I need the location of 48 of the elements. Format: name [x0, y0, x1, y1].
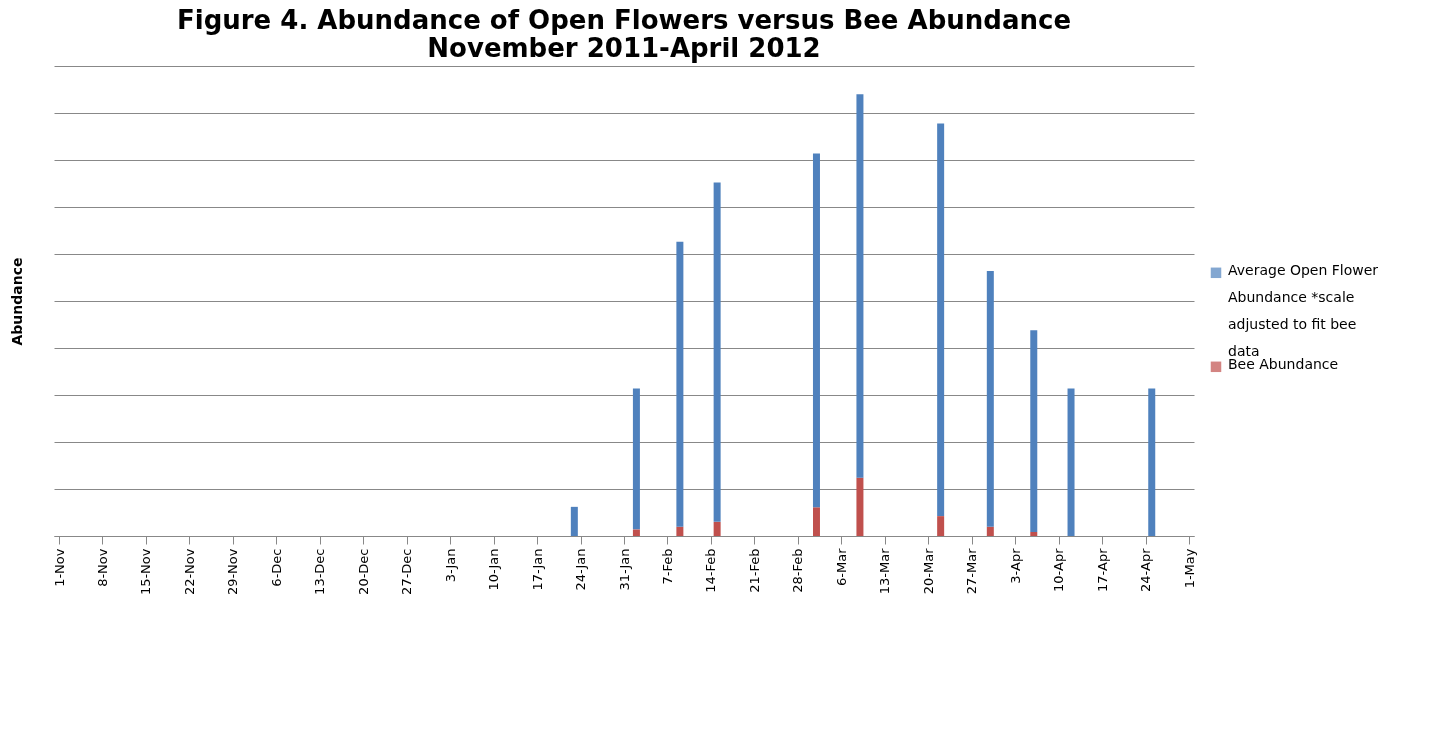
bar	[937, 516, 945, 536]
bar	[937, 123, 945, 517]
x-tick-label: 15-Nov	[138, 548, 154, 596]
x-tick-label: 22-Nov	[181, 548, 197, 596]
bar	[676, 526, 684, 536]
x-tick-label: 13-Dec	[312, 548, 328, 595]
bar	[1148, 388, 1156, 536]
bar	[986, 270, 994, 527]
x-tick-label: 3-Apr	[1007, 547, 1023, 584]
bar	[713, 182, 721, 522]
x-tick-label: 17-Apr	[1094, 547, 1110, 592]
bar	[1030, 532, 1038, 536]
x-tick-label: 28-Feb	[790, 548, 806, 593]
bar	[676, 241, 684, 527]
bar	[812, 507, 820, 536]
x-tick-label: 20-Mar	[920, 547, 936, 595]
x-tick-label: 6-Mar	[833, 547, 849, 586]
x-tick-label: 20-Dec	[355, 548, 371, 595]
x-tick-label: 10-Apr	[1051, 547, 1067, 592]
x-tick-label: 31-Jan	[616, 548, 632, 591]
bar	[1067, 388, 1075, 536]
bar	[570, 506, 578, 536]
bar	[632, 388, 640, 530]
x-tick-label: 10-Jan	[486, 548, 502, 591]
bar	[713, 521, 721, 536]
bar	[812, 153, 820, 508]
chart-title: Figure 4. Abundance of Open Flowers versus Bee Abundance November 2011-April 2012	[176, 5, 1072, 63]
x-tick-label: 27-Mar	[964, 547, 980, 595]
x-tick-label: 17-Jan	[529, 548, 545, 591]
x-tick-label: 13-Mar	[877, 547, 893, 595]
x-tick-label: 1-Nov	[51, 548, 67, 587]
x-tick-label: 6-Dec	[268, 548, 284, 587]
x-tick-label: 29-Nov	[225, 548, 241, 596]
x-tick-label: 8-Nov	[94, 548, 110, 587]
x-tick-label: 14-Feb	[703, 548, 719, 593]
x-tick-label: 7-Feb	[659, 548, 675, 585]
x-tick-label: 24-Apr	[1138, 547, 1154, 592]
y-axis-title: Abundance	[8, 257, 25, 346]
x-tick-label: 21-Feb	[746, 548, 762, 593]
x-tick-label: 1-May	[1181, 548, 1197, 589]
bar	[856, 94, 864, 478]
x-tick-label: 3-Jan	[442, 548, 458, 583]
bar	[632, 529, 640, 536]
x-tick-label: 27-Dec	[399, 548, 415, 595]
bar	[1030, 330, 1038, 533]
bar	[986, 526, 994, 536]
bar	[856, 477, 864, 536]
x-tick-label: 24-Jan	[573, 548, 589, 591]
